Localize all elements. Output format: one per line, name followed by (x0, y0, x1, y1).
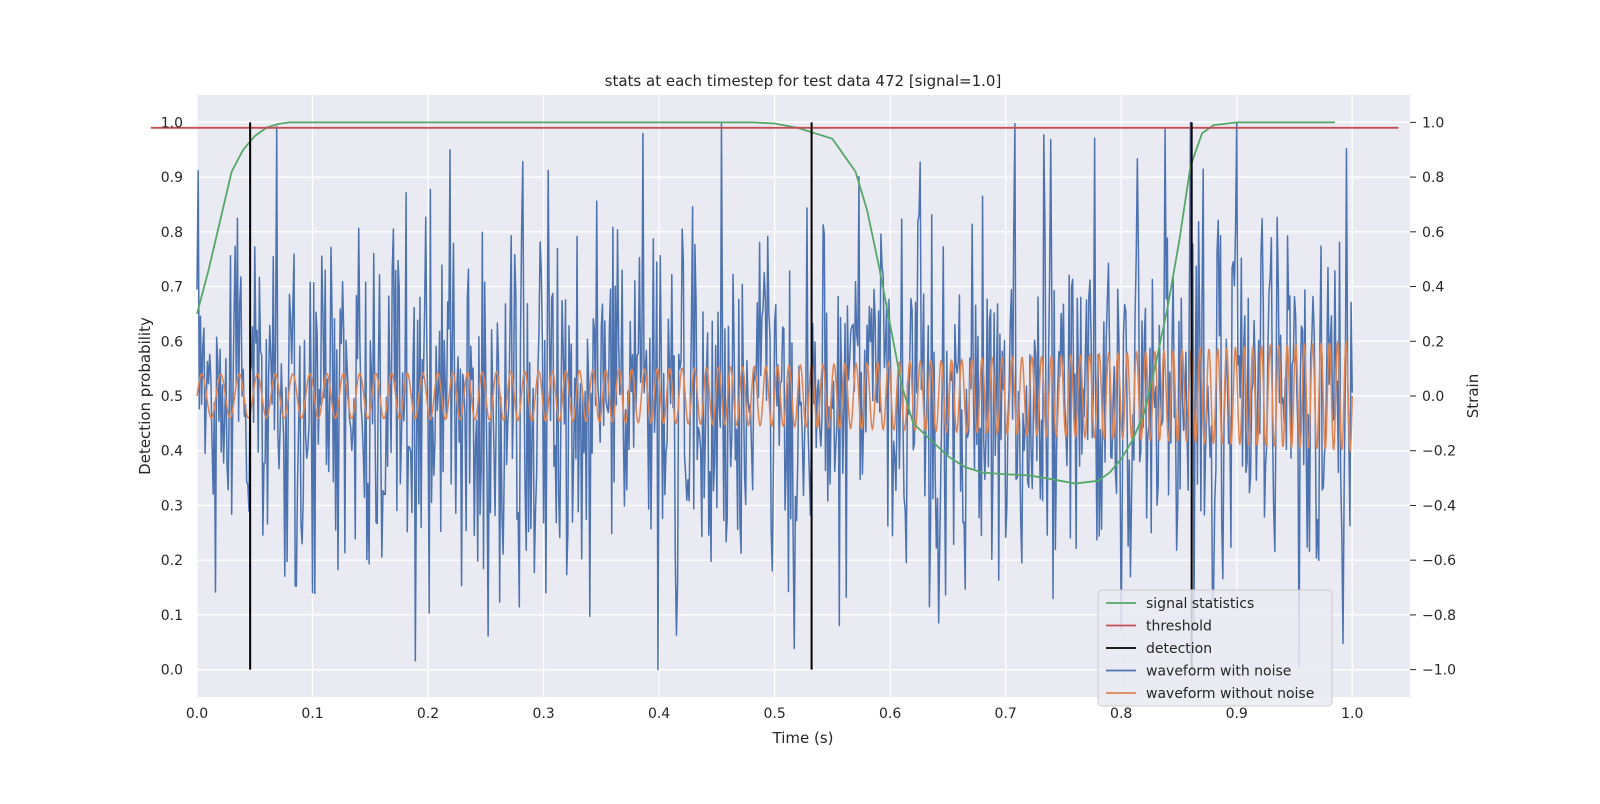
legend-label: waveform with noise (1146, 664, 1291, 680)
x-tick-label: 0.7 (995, 706, 1017, 722)
y-right-tick-label: 0.6 (1422, 225, 1444, 241)
y-left-tick-label: 0.4 (161, 444, 183, 460)
y-left-tick-label: 0.6 (161, 334, 183, 350)
x-tick-label: 0.3 (532, 706, 554, 722)
y-left-tick-label: 0.3 (161, 498, 183, 514)
chart-title: stats at each timestep for test data 472… (605, 72, 1002, 90)
y-left-tick-label: 0.7 (161, 280, 183, 296)
x-tick-label: 0.6 (879, 706, 901, 722)
y-right-tick-label: 0.2 (1422, 334, 1444, 350)
series-layer (150, 121, 1399, 671)
waveform-without-noise-line (196, 340, 1353, 453)
x-axis-label: Time (s) (772, 729, 834, 747)
legend-label: waveform without noise (1146, 686, 1314, 702)
y-right-tick-label: −1.0 (1422, 663, 1456, 679)
y-left-tick-label: 0.0 (161, 663, 183, 679)
x-tick-label: 0.9 (1226, 706, 1248, 722)
y-right-tick-label: 1.0 (1422, 115, 1444, 131)
legend-box (1097, 589, 1333, 707)
x-tick-label: 0.0 (186, 706, 208, 722)
y-right-tick-label: 0.4 (1422, 280, 1444, 296)
y-left-tick-label: 0.2 (161, 553, 183, 569)
signal-statistics-line (196, 121, 1335, 485)
y-left-tick-label: 0.9 (161, 170, 183, 186)
y-right-tick-label: 0.0 (1422, 389, 1444, 405)
x-tick-label: 0.5 (763, 706, 785, 722)
y-right-tick-label: −0.2 (1422, 444, 1456, 460)
legend: signal statistics threshold detection wavef… (1097, 589, 1333, 707)
y-right-tick-label: −0.4 (1422, 498, 1456, 514)
y-left-tick-label: 0.5 (161, 389, 183, 405)
y-right-tick-label: −0.6 (1422, 553, 1456, 569)
y-right-tick-label: −0.8 (1422, 608, 1456, 624)
x-tick-label: 0.4 (648, 706, 670, 722)
x-tick-label: 1.0 (1341, 706, 1363, 722)
y-left-tick-label: 0.8 (161, 225, 183, 241)
x-tick-label: 0.1 (301, 706, 323, 722)
y-left-tick-label: 1.0 (161, 115, 183, 131)
legend-label: detection (1146, 641, 1212, 657)
x-tick-label: 0.8 (1110, 706, 1132, 722)
y-axis-label-right: Strain (1464, 374, 1482, 418)
y-right-tick-label: 0.8 (1422, 170, 1444, 186)
y-axis-label-left: Detection probability (136, 317, 154, 475)
legend-label: signal statistics (1146, 596, 1254, 612)
legend-label: threshold (1146, 619, 1212, 635)
y-left-tick-label: 0.1 (161, 608, 183, 624)
x-tick-label: 0.2 (417, 706, 439, 722)
axis-layer: 0.0 0.1 0.2 0.3 0.4 0.5 0.6 0.7 0.8 0.9 1.0 0.0 0.1 0… (161, 115, 1456, 722)
